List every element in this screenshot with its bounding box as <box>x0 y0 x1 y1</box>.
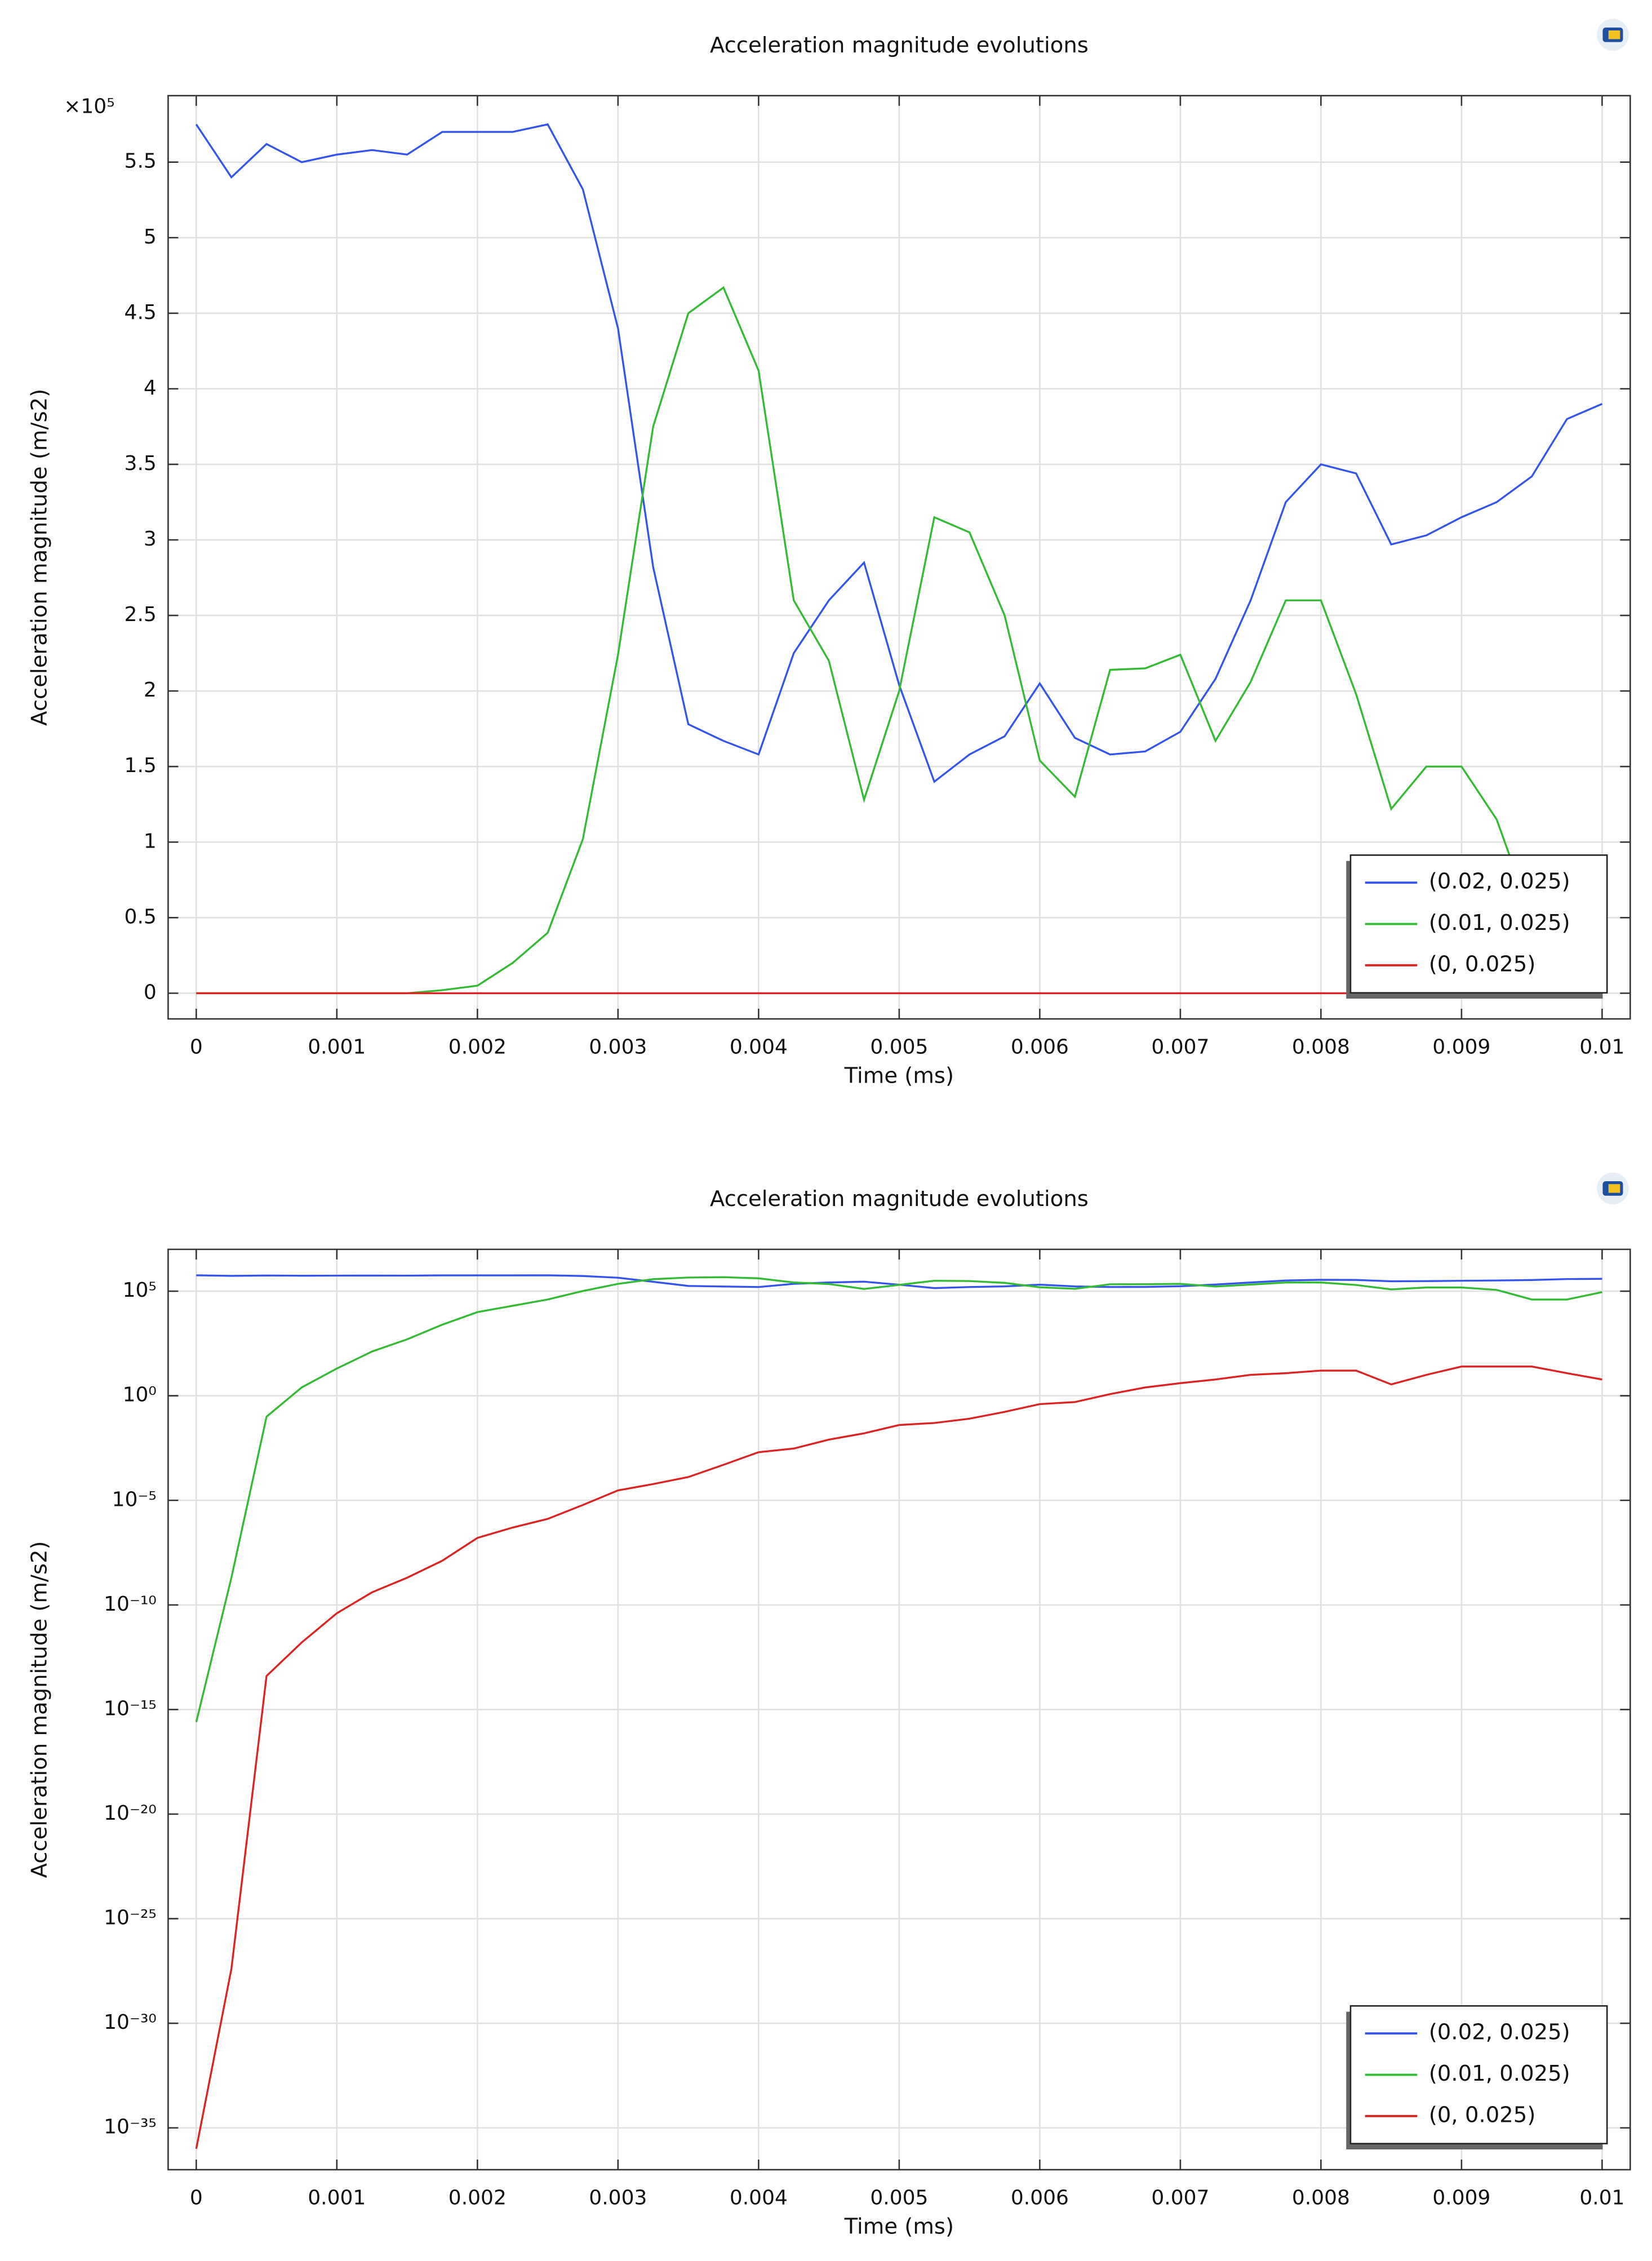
series-line <box>195 1276 1602 1723</box>
x-tick-label: 0 <box>190 2186 203 2209</box>
y-tick-label: 0.5 <box>125 905 157 928</box>
y-tick-label: 10⁻²⁵ <box>104 1907 157 1930</box>
y-tick-label: 10⁻³⁰ <box>104 2011 157 2034</box>
x-tick-label: 0.001 <box>308 1035 366 1058</box>
x-tick-label: 0.002 <box>448 1035 507 1058</box>
y-tick-label: 10⁻⁵ <box>112 1488 157 1511</box>
y-tick-label: 4.5 <box>125 301 157 324</box>
y-tick-label: 10⁵ <box>123 1279 157 1302</box>
series-line <box>195 123 1603 783</box>
legend-label: (0.02, 0.025) <box>1429 2020 1570 2045</box>
x-tick-label: 0.003 <box>589 1035 647 1058</box>
x-tick-label: 0.004 <box>730 1035 788 1058</box>
legend-label: (0.02, 0.025) <box>1429 869 1570 894</box>
chart-title: Acceleration magnitude evolutions <box>710 1186 1089 1212</box>
y-tick-label: 4 <box>144 376 157 400</box>
y-multiplier: ×10⁵ <box>64 95 114 118</box>
x-tick-label: 0.006 <box>1011 1035 1069 1058</box>
y-axis-label: Acceleration magnitude (m/s2) <box>27 389 52 726</box>
x-tick-label: 0.002 <box>448 2186 507 2209</box>
x-tick-label: 0.006 <box>1011 2186 1069 2209</box>
y-tick-label: 5.5 <box>125 150 157 173</box>
y-tick-label: 1.5 <box>125 754 157 777</box>
y-tick-label: 10⁰ <box>123 1384 157 1407</box>
x-tick-label: 0.001 <box>308 2186 366 2209</box>
y-tick-label: 10⁻²⁰ <box>104 1802 157 1825</box>
y-axis-label: Acceleration magnitude (m/s2) <box>27 1541 52 1878</box>
y-tick-label: 0 <box>144 981 157 1004</box>
app-icon <box>1597 1172 1629 1205</box>
plot-frame <box>167 1248 1631 2171</box>
x-tick-label: 0.008 <box>1292 2186 1350 2209</box>
y-tick-label: 3 <box>144 527 157 551</box>
chart-title: Acceleration magnitude evolutions <box>710 33 1089 58</box>
x-tick-label: 0.003 <box>589 2186 647 2209</box>
x-tick-label: 0.005 <box>870 2186 928 2209</box>
x-axis-label: Time (ms) <box>844 2214 954 2239</box>
x-tick-label: 0.009 <box>1432 1035 1490 1058</box>
legend-label: (0.01, 0.025) <box>1429 910 1570 936</box>
x-tick-label: 0.004 <box>730 2186 788 2209</box>
y-tick-label: 10⁻¹⁰ <box>104 1593 157 1616</box>
series-line <box>195 1366 1602 2149</box>
x-tick-label: 0.007 <box>1151 1035 1209 1058</box>
y-tick-label: 5 <box>144 225 157 249</box>
legend-label: (0, 0.025) <box>1429 2102 1536 2127</box>
y-tick-label: 10⁻¹⁵ <box>104 1697 157 1720</box>
x-tick-label: 0.01 <box>1579 2186 1624 2209</box>
series-line <box>196 286 1603 995</box>
x-tick-label: 0.005 <box>870 1035 928 1058</box>
legend-label: (0.01, 0.025) <box>1429 2061 1570 2086</box>
x-axis-label: Time (ms) <box>844 1063 954 1088</box>
y-tick-label: 1 <box>144 830 157 853</box>
y-tick-label: 2.5 <box>125 603 157 626</box>
x-tick-label: 0.008 <box>1292 1035 1350 1058</box>
x-tick-label: 0.007 <box>1151 2186 1209 2209</box>
y-tick-label: 2 <box>144 679 157 702</box>
x-tick-label: 0.01 <box>1579 1035 1624 1058</box>
x-tick-label: 0 <box>190 1035 203 1058</box>
plot-frame <box>167 95 1631 1020</box>
x-tick-label: 0.009 <box>1432 2186 1490 2209</box>
app-icon <box>1597 19 1629 51</box>
legend-label: (0, 0.025) <box>1429 951 1536 977</box>
y-tick-label: 10⁻³⁵ <box>104 2116 157 2139</box>
y-tick-label: 3.5 <box>125 452 157 475</box>
